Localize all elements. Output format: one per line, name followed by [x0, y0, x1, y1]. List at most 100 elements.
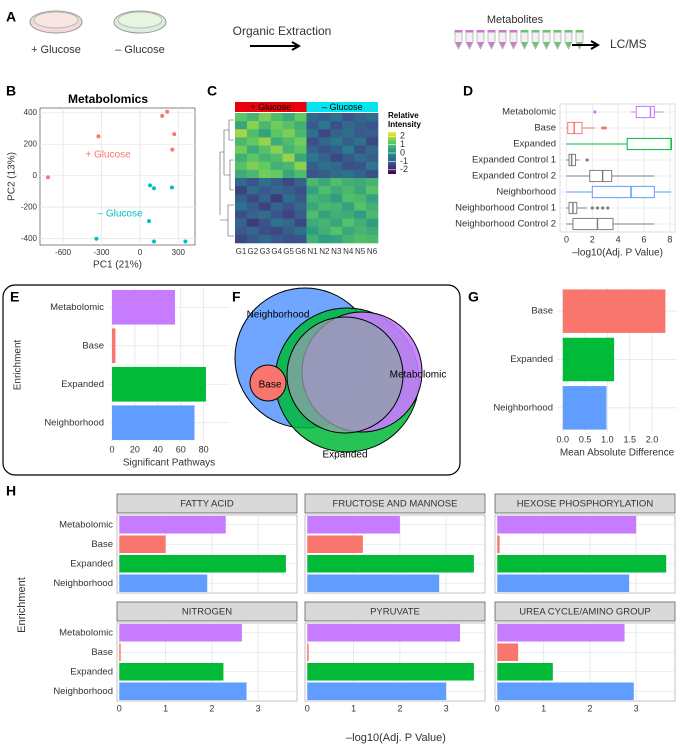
- category-label: Expanded: [70, 558, 113, 569]
- heat-cell: [282, 194, 295, 203]
- heat-cell: [354, 226, 367, 236]
- point: [170, 147, 175, 152]
- heat-cell: [258, 169, 272, 179]
- x-tick-label: 0: [495, 703, 500, 713]
- heat-cell: [330, 137, 343, 146]
- category-label: Neighborhood: [493, 402, 553, 413]
- column-label: N5: [355, 247, 366, 256]
- category-label: Base: [91, 647, 113, 658]
- bar: [497, 623, 625, 642]
- heat-cell: [330, 129, 343, 138]
- tube-tip: [532, 42, 539, 48]
- heat-cell: [270, 178, 283, 187]
- bar: [497, 643, 519, 662]
- heat-cell: [258, 153, 272, 163]
- heat-cell: [294, 218, 307, 228]
- outlier: [593, 110, 597, 114]
- point: [147, 219, 152, 224]
- heat-cell: [330, 210, 343, 219]
- x-tick-label: 3: [634, 703, 639, 713]
- category-label: Neighborhood Control 2: [455, 219, 556, 230]
- heat-cell: [258, 137, 272, 146]
- column-label: G1: [236, 247, 247, 256]
- heat-cell: [342, 202, 355, 211]
- heat-cell: [270, 169, 283, 179]
- tube-tip: [543, 42, 550, 48]
- heat-cell: [342, 169, 355, 179]
- heat-cell: [354, 161, 367, 171]
- tubes: [454, 30, 584, 50]
- heat-cell: [246, 186, 260, 195]
- heat-cell: [354, 113, 367, 122]
- heat-cell: [282, 121, 295, 130]
- bar: [497, 554, 667, 573]
- heat-cell: [246, 178, 260, 187]
- tube-cap: [531, 30, 540, 33]
- heat-cell: [330, 145, 343, 154]
- venn-circle: [249, 364, 287, 402]
- tube-cap: [520, 30, 529, 33]
- heat-cell: [258, 218, 272, 228]
- heat-cell: [258, 113, 272, 122]
- heat-cell: [366, 202, 379, 211]
- panel-frame: [2, 284, 461, 476]
- heat-cell: [366, 121, 379, 130]
- heat-cell: [354, 145, 367, 154]
- heat-cell: [246, 145, 260, 154]
- bar: [119, 662, 224, 681]
- heat-cell: [235, 178, 248, 187]
- y-tick-label: 200: [24, 139, 38, 148]
- heat-cell: [294, 169, 307, 179]
- colorbar-label: -1: [400, 156, 408, 166]
- outlier: [601, 206, 605, 210]
- bar: [562, 337, 615, 382]
- heat-cell: [235, 186, 248, 195]
- tube-cap: [509, 30, 518, 33]
- panel-label: A: [6, 9, 16, 25]
- heat-cell: [366, 234, 379, 244]
- heat-cell: [270, 210, 283, 219]
- heat-cell: [366, 194, 379, 203]
- heat-cell: [235, 161, 248, 171]
- x-tick-label: -300: [93, 248, 110, 257]
- heat-cell: [366, 218, 379, 228]
- heat-cell: [246, 234, 260, 244]
- heat-cell: [282, 178, 295, 187]
- colorbar-label: 2: [400, 131, 405, 141]
- category-label: Neighborhood: [44, 417, 104, 428]
- point: [45, 175, 50, 180]
- heat-cell: [294, 161, 307, 171]
- x-tick-label: 2: [590, 234, 595, 244]
- x-tick-label: 6: [641, 234, 646, 244]
- heat-cell: [270, 161, 283, 171]
- bar: [307, 574, 440, 593]
- heat-cell: [246, 153, 260, 163]
- heat-cell: [282, 145, 295, 154]
- strip: [494, 601, 676, 622]
- heat-cell: [270, 153, 283, 163]
- x-tick-label: 0: [138, 248, 143, 257]
- category-label: Neighborhood: [496, 187, 556, 198]
- heat-cell: [306, 186, 319, 195]
- heat-cell: [294, 234, 307, 244]
- column-label: N4: [343, 247, 354, 256]
- bar: [307, 662, 474, 681]
- heat-cell: [294, 186, 307, 195]
- heat-cell: [318, 178, 331, 187]
- group-label: + Glucose: [85, 150, 131, 161]
- x-tick-label: 0: [110, 444, 115, 454]
- heat-cell: [318, 121, 331, 130]
- heat-cell: [366, 153, 379, 163]
- heat-cell: [342, 178, 355, 187]
- heat-cell: [330, 121, 343, 130]
- heat-cell: [318, 145, 331, 154]
- heat-cell: [318, 169, 331, 179]
- y-tick-label: 0: [33, 171, 38, 180]
- heat-cell: [235, 169, 248, 179]
- heat-cell: [270, 129, 283, 138]
- box: [572, 217, 614, 231]
- point: [148, 183, 153, 188]
- heat-cell: [235, 153, 248, 163]
- panel-label: B: [6, 83, 16, 99]
- heat-cell: [306, 137, 319, 146]
